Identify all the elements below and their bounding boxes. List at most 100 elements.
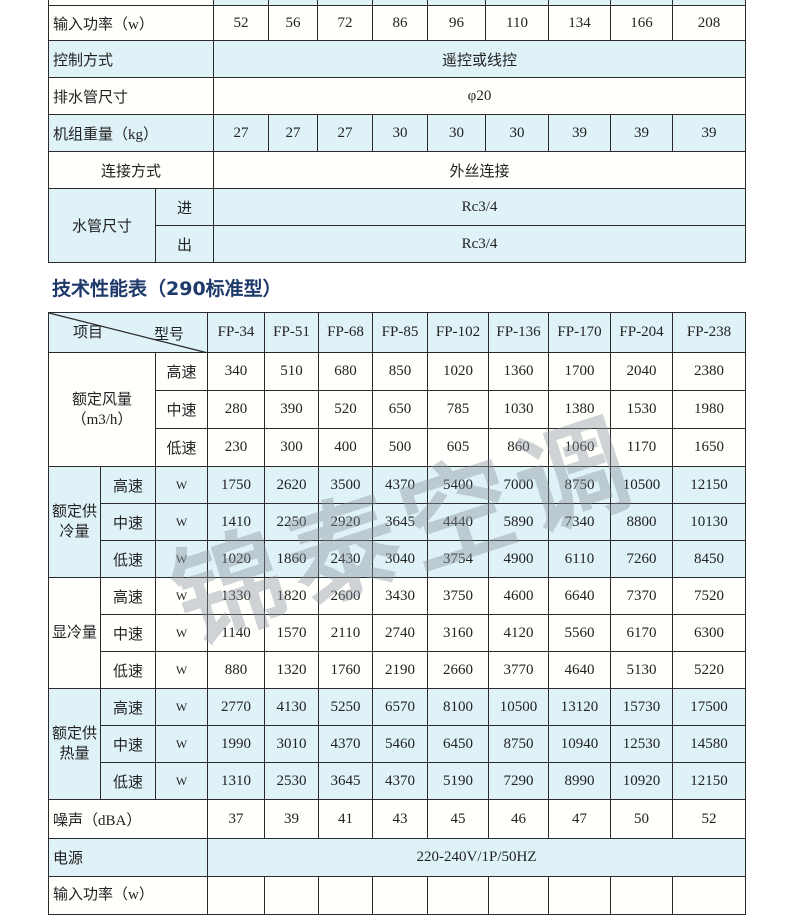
airflow-unit: （m3/h） [71,411,133,428]
row-label: 输入功率（w） [48,876,208,915]
table-cell: φ20 [213,77,746,115]
table-cell: 1990 [207,725,265,763]
table-cell: 10500 [488,688,549,726]
table-cell: 7290 [488,762,549,800]
table-cell: 8750 [548,466,611,504]
table-cell: 7520 [672,577,746,615]
table-cell: 4440 [427,503,489,541]
row-label: 控制方式 [48,40,214,78]
row-label: 排水管尺寸 [48,77,214,115]
table-cell: 390 [264,390,319,429]
table-cell: 6570 [372,688,428,726]
table-cell: 37 [207,799,265,839]
table-cell: 1700 [548,352,611,391]
table-cell: 1330 [207,577,265,615]
group-row: 额定供热量 高速 W 2770 4130 5250 6570 8100 10500 13120 15… [48,688,746,800]
table-cell: 6450 [427,725,489,763]
table-cell: 400 [318,428,373,467]
noise-row: 噪声（dBA） 37 39 41 43 45 46 47 50 52 [48,799,746,839]
weight-row: 机组重量（kg） 27 27 27 30 30 30 39 39 39 [48,114,746,152]
table-cell: 1380 [548,390,611,429]
table-cell: 10130 [672,503,746,541]
airflow-row: 低速 230 300 400 500 605 860 1060 1170 1650 [49,428,746,467]
model-label: 型号 [154,327,185,343]
unit-label: W [155,577,208,615]
group-row: 额定供冷量 高速 W 1750 2620 3500 4370 5400 7000 8750 1050… [48,466,746,578]
table-cell: 45 [427,799,489,839]
table-cell: 1750 [207,466,265,504]
table-cell: 1980 [672,390,746,429]
unit-label: W [155,725,208,763]
table-cell: 208 [672,5,746,41]
unit-label: W [155,540,208,578]
table-cell: 2530 [264,762,319,800]
table-cell: 520 [318,390,373,429]
table-cell: 860 [488,428,549,467]
table-cell: 10500 [610,466,673,504]
table-cell: 1310 [207,762,265,800]
table-cell: 680 [318,352,373,391]
header-corner: 项目 型号 [48,312,208,353]
table-cell: 110 [485,5,549,41]
unit-label: W [155,466,208,504]
model-header: FP-170 [548,312,611,353]
speed-label: 低速 [155,428,208,467]
table-cell: 43 [372,799,428,839]
table-cell: 10940 [548,725,611,763]
airflow-title: 额定风量 [71,391,132,408]
spec-table-continued: 输入功率（w） 52 56 72 86 96 110 134 166 208 控制方式 遥控或线控 排水… [48,0,746,263]
speed-label: 中速 [100,503,156,541]
speed-label: 中速 [100,725,156,763]
group-row: 中速 W 1990 3010 4370 5460 6450 8750 10940 12530 145… [49,725,746,763]
table-cell: 72 [317,5,373,41]
table-cell: 出 [155,225,214,263]
speed-label: 中速 [100,614,156,652]
table-cell: 1860 [264,540,319,578]
model-header: FP-68 [318,312,373,353]
table-cell: 2740 [372,614,428,652]
speed-label: 高速 [100,466,156,504]
speed-label: 高速 [100,688,156,726]
speed-label: 高速 [100,577,156,615]
table-cell: 39 [610,114,673,152]
section-title: 技术性能表（290标准型） [52,278,282,300]
table-cell: 5560 [548,614,611,652]
table-cell: 2040 [610,352,673,391]
table-cell: 8750 [488,725,549,763]
table-cell: 12530 [610,725,673,763]
group-label: 额定供冷量 [48,466,101,578]
table-cell: 5890 [488,503,549,541]
spec-table: 项目 型号 FP-34 FP-51 FP-68 FP-85 FP-102 FP-136 FP-1… [48,312,746,915]
table-cell: 4370 [318,725,373,763]
table-cell: 6170 [610,614,673,652]
table-cell: 2600 [318,577,373,615]
diagonal-divider [49,313,205,352]
table-cell: 5190 [427,762,489,800]
connection-row: 连接方式 外丝连接 [48,151,746,189]
table-cell: 46 [488,799,549,839]
table-cell: 500 [372,428,428,467]
table-cell: 10920 [610,762,673,800]
table-cell [548,876,611,915]
table-cell: 1140 [207,614,265,652]
model-header: FP-238 [672,312,746,353]
table-cell: 605 [427,428,489,467]
row-label: 水管尺寸 [48,188,156,263]
table-cell: 96 [427,5,486,41]
table-cell: 50 [610,799,673,839]
unit-label: W [155,651,208,689]
table-cell: 14580 [672,725,746,763]
table-cell: 1020 [207,540,265,578]
table-cell: 3645 [372,503,428,541]
group-row: 低速 W 880 1320 1760 2190 2660 3770 4640 5130 5220 [49,651,746,689]
table-cell: 300 [264,428,319,467]
table-cell: 进 [155,188,214,226]
table-cell: 2620 [264,466,319,504]
group-row: 中速 W 1410 2250 2920 3645 4440 5890 7340 8800 10130 [49,503,746,541]
group-label: 额定供热量 [48,688,101,800]
table-cell: 1760 [318,651,373,689]
table-cell: Rc3/4 [213,188,746,226]
table-cell: 1170 [610,428,673,467]
table-cell: 47 [548,799,611,839]
table-cell: 5400 [427,466,489,504]
